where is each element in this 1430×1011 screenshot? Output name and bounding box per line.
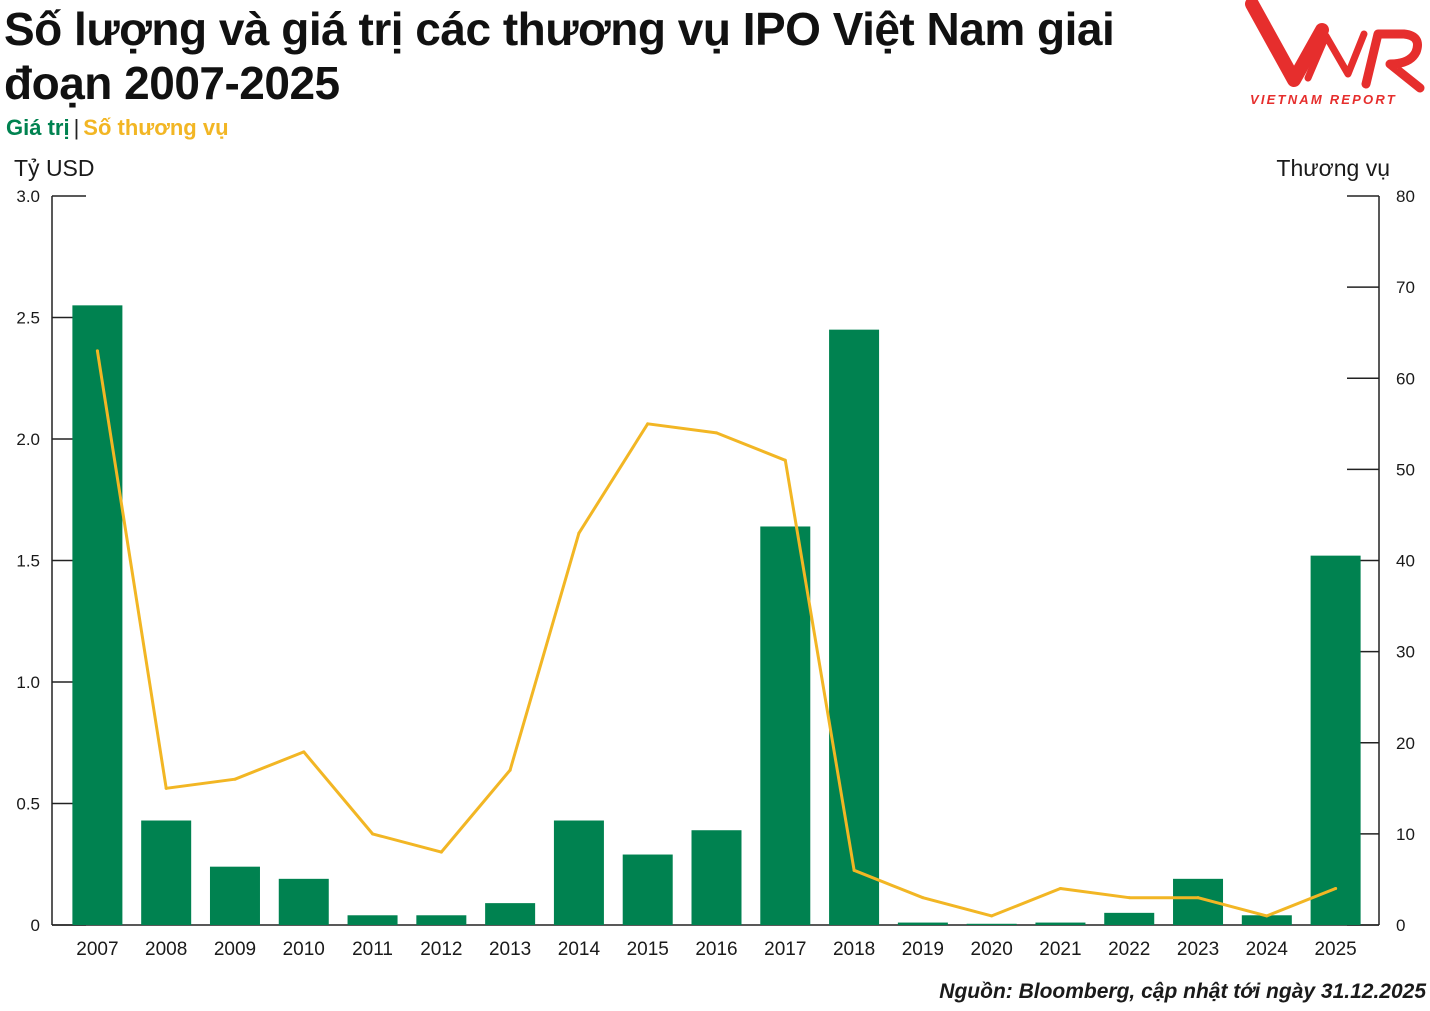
logo-text: VIETNAM REPORT (1250, 92, 1397, 107)
bar-2022 (1104, 912, 1155, 925)
deal-count-point-2017 (783, 458, 787, 462)
deal-count-point-2022 (1127, 896, 1131, 900)
right-tick-label: 50 (1396, 460, 1415, 479)
deal-count-point-2023 (1196, 896, 1200, 900)
right-tick-label: 30 (1396, 643, 1415, 662)
legend: Giá trị | Số thương vụ (6, 114, 229, 142)
deal-count-point-2018 (852, 868, 856, 872)
x-tick-label: 2021 (1039, 939, 1081, 960)
bar-2008 (141, 820, 192, 925)
chart-title: Số lượng và giá trị các thương vụ IPO Vi… (4, 3, 1115, 109)
right-tick-label: 70 (1396, 278, 1415, 297)
deal-count-point-2007 (95, 349, 99, 353)
x-tick-label: 2022 (1108, 939, 1150, 960)
bar-2024 (1241, 915, 1292, 925)
right-tick-label: 40 (1396, 552, 1415, 571)
bar-2010 (278, 878, 329, 925)
vietnam-report-logo: VIETNAM REPORT (1244, 0, 1430, 112)
bar-2016 (691, 830, 742, 925)
x-tick-label: 2011 (352, 939, 393, 960)
right-tick-label: 0 (1396, 916, 1405, 935)
bar-2015 (622, 854, 673, 925)
deal-count-point-2021 (1058, 887, 1062, 891)
bar-2011 (347, 915, 398, 925)
bar-2017 (760, 526, 811, 925)
x-tick-label: 2015 (627, 939, 669, 960)
left-tick-label: 2.0 (16, 430, 40, 449)
deal-count-point-2013 (508, 768, 512, 772)
legend-separator: | (73, 115, 80, 140)
deal-count-point-2010 (302, 750, 306, 754)
bar-2007 (72, 305, 123, 926)
vnr-logo-mark-icon (1245, 0, 1425, 93)
bar-2009 (209, 866, 260, 925)
x-tick-label: 2020 (971, 939, 1013, 960)
x-tick-label: 2012 (420, 939, 462, 960)
x-tick-label: 2024 (1246, 939, 1289, 960)
bar-2025 (1310, 555, 1361, 925)
right-tick-label: 20 (1396, 734, 1415, 753)
x-tick-label: 2017 (764, 939, 806, 960)
deal-count-point-2025 (1334, 887, 1338, 891)
x-tick-label: 2019 (902, 939, 944, 960)
x-tick-label: 2025 (1314, 939, 1356, 960)
x-tick-label: 2009 (214, 939, 256, 960)
bar-2020 (966, 923, 1017, 925)
deal-count-point-2024 (1265, 914, 1269, 918)
bar-2018 (829, 329, 880, 925)
deal-count-point-2016 (715, 431, 718, 435)
deal-count-point-2008 (164, 786, 168, 790)
deal-count-point-2009 (233, 777, 237, 781)
left-tick-label: 0 (31, 916, 40, 935)
left-tick-label: 0.5 (16, 795, 40, 814)
x-tick-label: 2016 (695, 939, 737, 960)
bar-2019 (897, 922, 948, 925)
right-tick-label: 60 (1396, 369, 1415, 388)
deal-count-point-2011 (371, 832, 375, 836)
x-tick-label: 2013 (489, 939, 531, 960)
right-tick-label: 10 (1396, 825, 1415, 844)
legend-count-label: Số thương vụ (83, 115, 229, 140)
left-tick-label: 2.5 (16, 309, 40, 328)
bar-2012 (416, 915, 467, 925)
x-tick-label: 2023 (1177, 939, 1219, 960)
deal-count-point-2019 (921, 896, 925, 900)
deal-count-point-2015 (646, 422, 650, 426)
left-tick-label: 1.5 (16, 552, 40, 571)
left-axis-label: Tỷ USD (14, 155, 95, 181)
x-tick-label: 2018 (833, 939, 875, 960)
bar-2021 (1035, 922, 1086, 925)
right-axis-label: Thương vụ (1276, 155, 1390, 181)
left-tick-label: 3.0 (16, 187, 40, 206)
x-tick-label: 2008 (145, 939, 187, 960)
left-tick-label: 1.0 (16, 673, 40, 692)
bar-2014 (553, 820, 604, 925)
bar-2013 (485, 903, 536, 925)
deal-count-point-2020 (990, 914, 994, 918)
deal-count-point-2014 (577, 531, 581, 535)
legend-value-label: Giá trị (6, 115, 70, 140)
deal-count-point-2012 (439, 850, 443, 854)
source-note: Nguồn: Bloomberg, cập nhật tới ngày 31.1… (939, 980, 1426, 1003)
right-tick-label: 80 (1396, 187, 1415, 206)
x-tick-label: 2007 (76, 939, 118, 960)
x-tick-label: 2014 (558, 939, 601, 960)
x-tick-label: 2010 (283, 939, 325, 960)
